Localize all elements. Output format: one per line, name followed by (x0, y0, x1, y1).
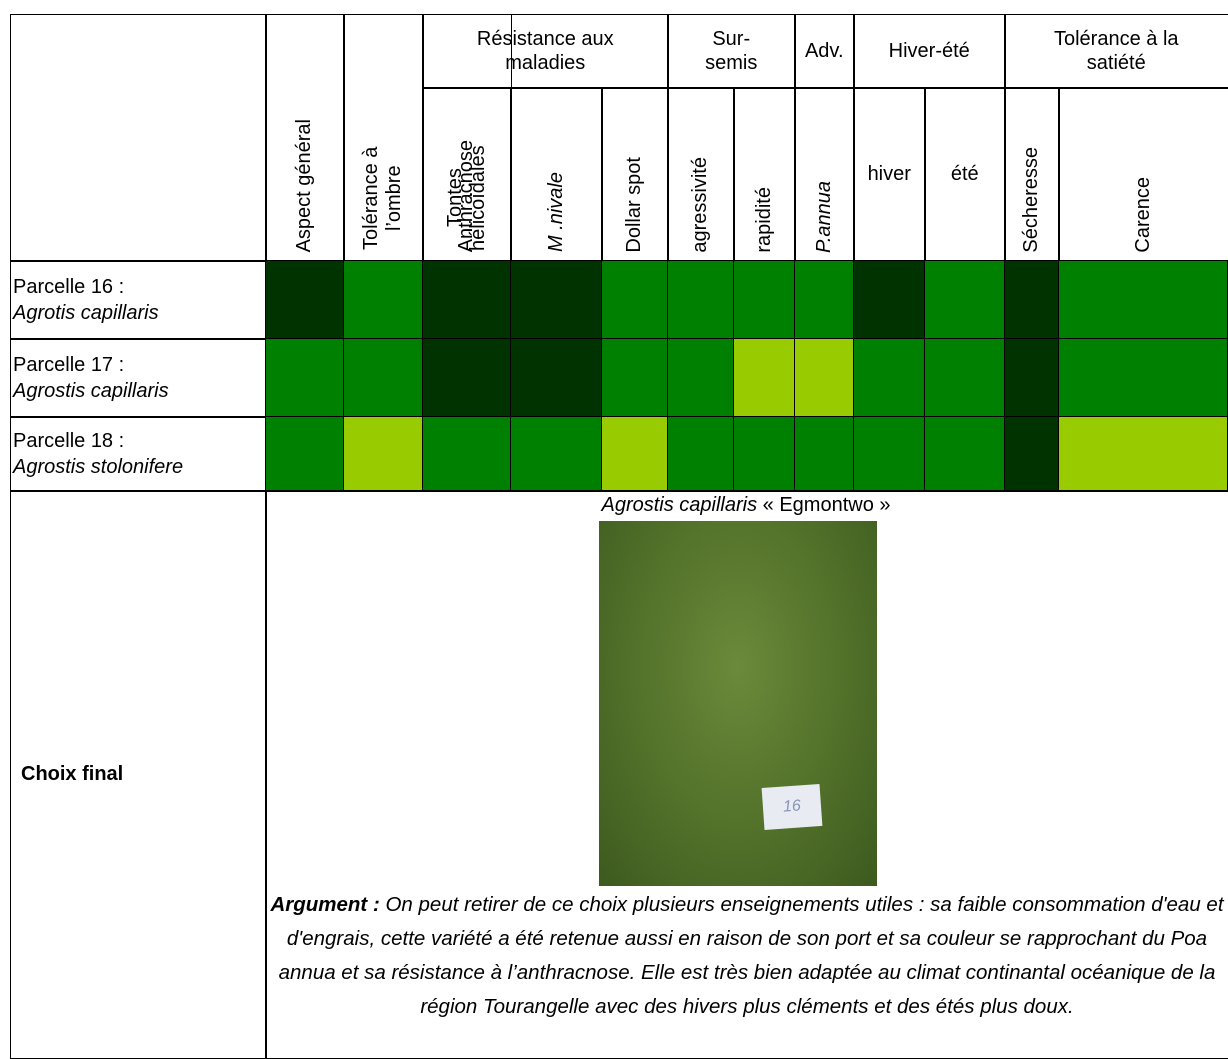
subcolumn-header: P.annua (794, 87, 855, 262)
subcolumn-header: Dollar spot (601, 87, 669, 262)
group-header-text: Tolérance à la satiété (1053, 28, 1179, 75)
rating-cell (733, 260, 796, 340)
rating-cell (422, 416, 512, 492)
rating-cell (924, 260, 1006, 340)
final-label: Choix final (10, 490, 267, 1059)
argument-label: Argument : (270, 893, 380, 916)
rating-cell (422, 338, 512, 418)
rating-cell (667, 260, 735, 340)
column-header-text: Aspect général (293, 119, 316, 253)
rating-cell (733, 416, 796, 492)
group-header: Hiver-été (853, 14, 1006, 89)
column-header: Tolérance à l’ombre (343, 14, 424, 262)
row-label-text: Parcelle 18 : (13, 429, 125, 452)
subcolumn-header-text: P.annua (812, 180, 835, 253)
row-label: Parcelle 17 : Agrostis capillaris (10, 338, 267, 418)
group-header: Résistance aux maladies (422, 14, 669, 89)
subcolumn-header: Anthracnose (422, 87, 512, 262)
rating-cell (733, 338, 796, 418)
subcolumn-header-text: hiver (867, 162, 911, 185)
rating-cell (794, 416, 855, 492)
subcolumn-header: Sécheresse (1004, 87, 1060, 262)
photo: 16 (599, 521, 877, 886)
row-label: Parcelle 16 : Agrotis capillaris (10, 260, 267, 340)
subcolumn-header-text: rapidité (752, 186, 775, 253)
rating-cell (343, 416, 424, 492)
rating-cell (1004, 338, 1060, 418)
rating-cell (794, 260, 855, 340)
group-header-text: Résistance aux maladies (476, 28, 614, 75)
rating-cell (924, 338, 1006, 418)
rating-cell (1004, 260, 1060, 340)
rating-cell (343, 260, 424, 340)
final-species: Agrostis capillaris (601, 494, 758, 516)
final-title: Agrostis capillaris « Egmontwo » (265, 494, 1227, 517)
group-header-text: Sur-semis (705, 28, 758, 75)
rating-cell (601, 338, 669, 418)
rating-cell (1058, 260, 1228, 340)
rating-cell (601, 416, 669, 492)
rating-cell (853, 416, 926, 492)
rating-cell (265, 416, 345, 492)
row-species: Agrostis capillaris (13, 379, 169, 402)
subcolumn-header-text: été (950, 162, 979, 185)
row-label: Parcelle 18 : Agrostis stolonifere (10, 416, 267, 492)
row-label-text: Parcelle 17 : (13, 353, 125, 376)
subcolumn-header: hiver (853, 87, 926, 262)
argument: Argument : On peut retirer de ce choix p… (268, 888, 1226, 1024)
subcolumn-header: M .nivale (510, 87, 603, 262)
rating-cell (343, 338, 424, 418)
row-species: Agrostis stolonifere (13, 455, 184, 478)
rating-cell (510, 260, 603, 340)
rating-cell (510, 338, 603, 418)
group-header-text: Hiver-été (888, 40, 970, 63)
rating-cell (794, 338, 855, 418)
subcolumn-header: Carence (1058, 87, 1228, 262)
subcolumn-header: rapidité (733, 87, 796, 262)
subcolumn-header-text: Anthracnose (455, 140, 478, 253)
subcolumn-header-text: Carence (1131, 176, 1154, 253)
group-header-text: Adv. (804, 40, 844, 63)
rating-cell (924, 416, 1006, 492)
rating-cell (510, 416, 603, 492)
subcolumn-header-text: Sécheresse (1020, 146, 1043, 253)
group-header: Adv. (794, 14, 855, 89)
final-label-text: Choix final (21, 762, 124, 785)
rating-cell (667, 416, 735, 492)
corner-cell (10, 14, 267, 262)
rating-cell (422, 260, 512, 340)
final-name: « Egmontwo » (762, 494, 891, 516)
column-header: Aspect général (265, 14, 345, 262)
rating-cell (667, 338, 735, 418)
row-label-text: Parcelle 16 : (13, 275, 125, 298)
rating-cell (1004, 416, 1060, 492)
group-header: Tolérance à la satiété (1004, 14, 1228, 89)
rating-cell (1058, 338, 1228, 418)
rating-cell (853, 338, 926, 418)
subcolumn-header-text: Dollar spot (623, 156, 646, 253)
argument-text: On peut retirer de ce choix plusieurs en… (278, 893, 1224, 1018)
subcolumn-header: été (924, 87, 1006, 262)
row-species: Agrotis capillaris (13, 301, 159, 324)
subcolumn-header-text: agressivité (689, 156, 712, 253)
subcolumn-header-text: M .nivale (544, 172, 567, 253)
rating-cell (265, 260, 345, 340)
photo-card: 16 (761, 784, 823, 830)
subcolumn-header: agressivité (667, 87, 735, 262)
group-header: Sur-semis (667, 14, 796, 89)
rating-cell (601, 260, 669, 340)
column-header-text: Tolérance à l’ombre (360, 145, 406, 250)
rating-cell (853, 260, 926, 340)
rating-cell (1058, 416, 1228, 492)
rating-cell (265, 338, 345, 418)
